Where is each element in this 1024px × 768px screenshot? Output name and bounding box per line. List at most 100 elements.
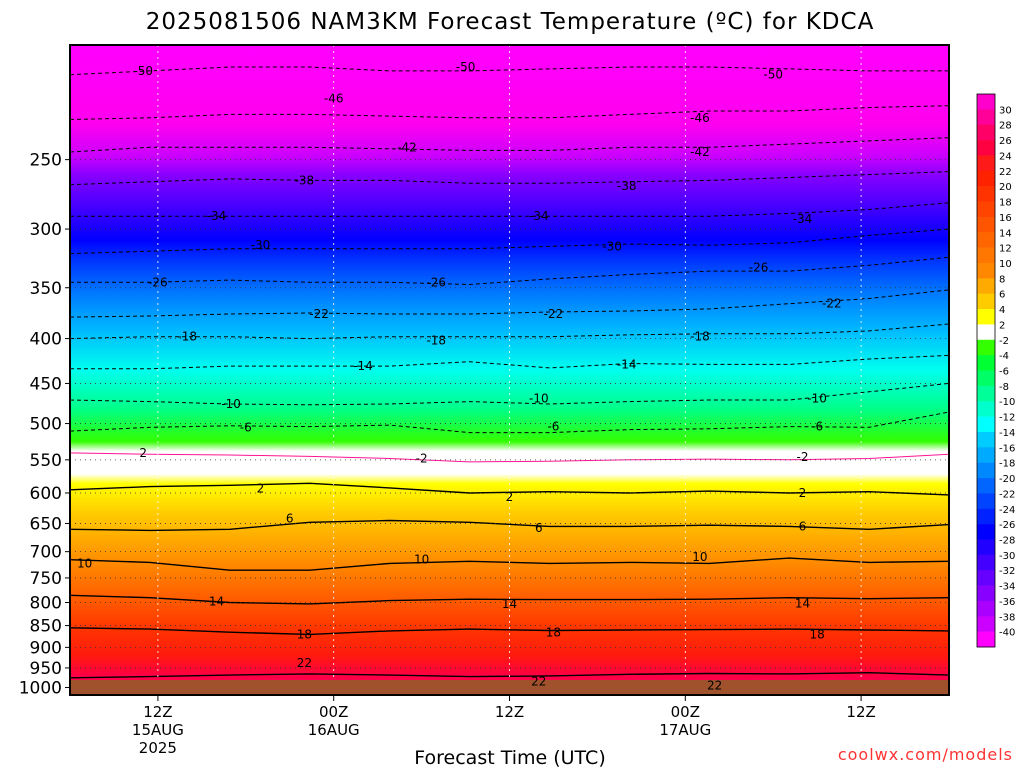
colorbar-swatch-6 [977, 186, 995, 202]
y-tick-label-9: 700 [30, 543, 62, 563]
contour-label-4: -46 [690, 111, 710, 125]
colorbar-swatch-33 [977, 600, 995, 617]
colorbar-swatch-30 [977, 554, 995, 571]
colorbar-label-11: 8 [999, 274, 1005, 285]
credit-link[interactable]: coolwx.com/models [838, 745, 1013, 764]
isotherm-6 [70, 452, 949, 463]
contour-label-43: 14 [209, 595, 224, 609]
isotherm-lines [70, 66, 949, 679]
colorbar-swatch-20 [977, 401, 995, 417]
y-tick-label-10: 750 [30, 569, 62, 589]
y-tick-label-13: 900 [30, 638, 62, 658]
contour-label-42: 10 [692, 550, 707, 564]
colorbar-label-24: -20 [999, 474, 1015, 485]
colorbar-label-0: 30 [999, 105, 1012, 116]
contour-label-51: 22 [707, 679, 722, 693]
y-tick-label-8: 650 [30, 514, 62, 534]
colorbar-swatch-9 [977, 232, 995, 248]
contour-label-16: -26 [749, 261, 769, 275]
colorbar-label-14: 2 [999, 320, 1005, 331]
contour-label-29: -6 [547, 420, 559, 434]
colorbar-label-16: -4 [999, 351, 1009, 362]
colorbar-swatch-29 [977, 539, 995, 556]
contour-label-46: 18 [297, 627, 312, 641]
contour-label-23: -14 [353, 359, 373, 373]
contour-label-17: -22 [309, 307, 329, 321]
colorbar-label-7: 16 [999, 213, 1012, 224]
y-tick-label-15: 1000 [19, 678, 62, 698]
x-axis-label: Forecast Time (UTC) [414, 747, 605, 768]
contour-label-39: 6 [799, 519, 807, 533]
x-tick-label-1-0: 00Z [319, 703, 348, 721]
colorbar-swatch-0 [977, 94, 995, 110]
contour-label-24: -14 [617, 357, 637, 371]
contour-label-8: -38 [617, 179, 637, 193]
contour-label-12: -30 [251, 238, 271, 252]
colorbar-label-29: -30 [999, 551, 1015, 562]
y-tick-label-3: 400 [30, 330, 62, 350]
x-tick-label-0-2: 2025 [139, 739, 177, 757]
contour-label-36: 2 [799, 486, 807, 500]
contour-label-44: 14 [502, 597, 517, 611]
contour-label-10: -34 [529, 209, 549, 223]
contour-label-15: -26 [426, 275, 446, 289]
colorbar-frame [976, 93, 996, 648]
grid-lines [70, 45, 949, 695]
colorbar-label-17: -6 [999, 367, 1009, 378]
colorbar-swatch-21 [977, 416, 995, 433]
colorbar-swatch-11 [977, 262, 995, 279]
colorbar-label-31: -34 [999, 582, 1015, 593]
colorbar-label-3: 24 [999, 151, 1012, 162]
contour-label-14: -26 [148, 275, 168, 289]
contour-label-33: -2 [797, 450, 809, 464]
y-tick-label-12: 850 [30, 617, 62, 637]
plot-area: -50 -50 -50 -46 -46 -42 -42 -38 -38 -34 -34 -34 -30 -… [70, 45, 949, 695]
colorbar-swatch-28 [977, 524, 995, 540]
colorbar-swatch-8 [977, 216, 995, 233]
colorbar-label-13: 4 [999, 305, 1005, 316]
contour-label-21: -18 [426, 333, 446, 347]
y-tick-label-0: 250 [30, 151, 62, 171]
x-tick-label-0-1: 15AUG [132, 721, 184, 739]
colorbar-swatch-16 [977, 339, 995, 356]
contour-label-5: -42 [397, 140, 417, 154]
colorbar-swatch-34 [977, 616, 995, 632]
ground-strip [70, 680, 949, 695]
contour-label-45: 14 [795, 596, 810, 610]
colorbar-swatch-17 [977, 355, 995, 371]
colorbar-label-34: -40 [999, 628, 1015, 639]
y-tick-label-11: 800 [30, 594, 62, 614]
colorbar-label-15: -2 [999, 336, 1009, 347]
colorbar-label-26: -24 [999, 505, 1015, 516]
contour-label-25: -10 [221, 397, 241, 411]
contour-label-31: 2 [139, 446, 147, 460]
colorbar-swatch-13 [977, 293, 995, 310]
colorbar-label-4: 22 [999, 167, 1012, 178]
y-tick-label-6: 550 [30, 451, 62, 471]
contour-label-13: -30 [602, 239, 622, 253]
colorbar-label-9: 12 [999, 244, 1012, 255]
contour-label-48: 18 [810, 627, 825, 641]
colorbar-label-27: -26 [999, 520, 1015, 531]
colorbar-label-20: -12 [999, 413, 1015, 424]
contour-label-38: 6 [535, 521, 543, 535]
colorbar-label-30: -32 [999, 566, 1015, 577]
contour-label-19: -22 [822, 297, 842, 311]
colorbar-swatch-10 [977, 247, 995, 264]
colorbar-label-2: 26 [999, 136, 1012, 147]
contour-label-37: 6 [286, 512, 294, 526]
y-tick-label-2: 350 [30, 279, 62, 299]
colorbar-swatch-1 [977, 109, 995, 126]
colorbar-label-12: 6 [999, 290, 1005, 301]
colorbar-swatch-24 [977, 462, 995, 479]
colorbar-label-6: 18 [999, 198, 1012, 209]
colorbar-swatch-32 [977, 585, 995, 602]
contour-label-0: -50 [133, 64, 153, 78]
colorbar-label-8: 14 [999, 228, 1012, 239]
contour-label-27: -10 [807, 391, 827, 405]
contour-label-22: -18 [690, 330, 710, 344]
y-tick-label-4: 450 [30, 374, 62, 394]
contour-label-49: 22 [297, 656, 312, 670]
